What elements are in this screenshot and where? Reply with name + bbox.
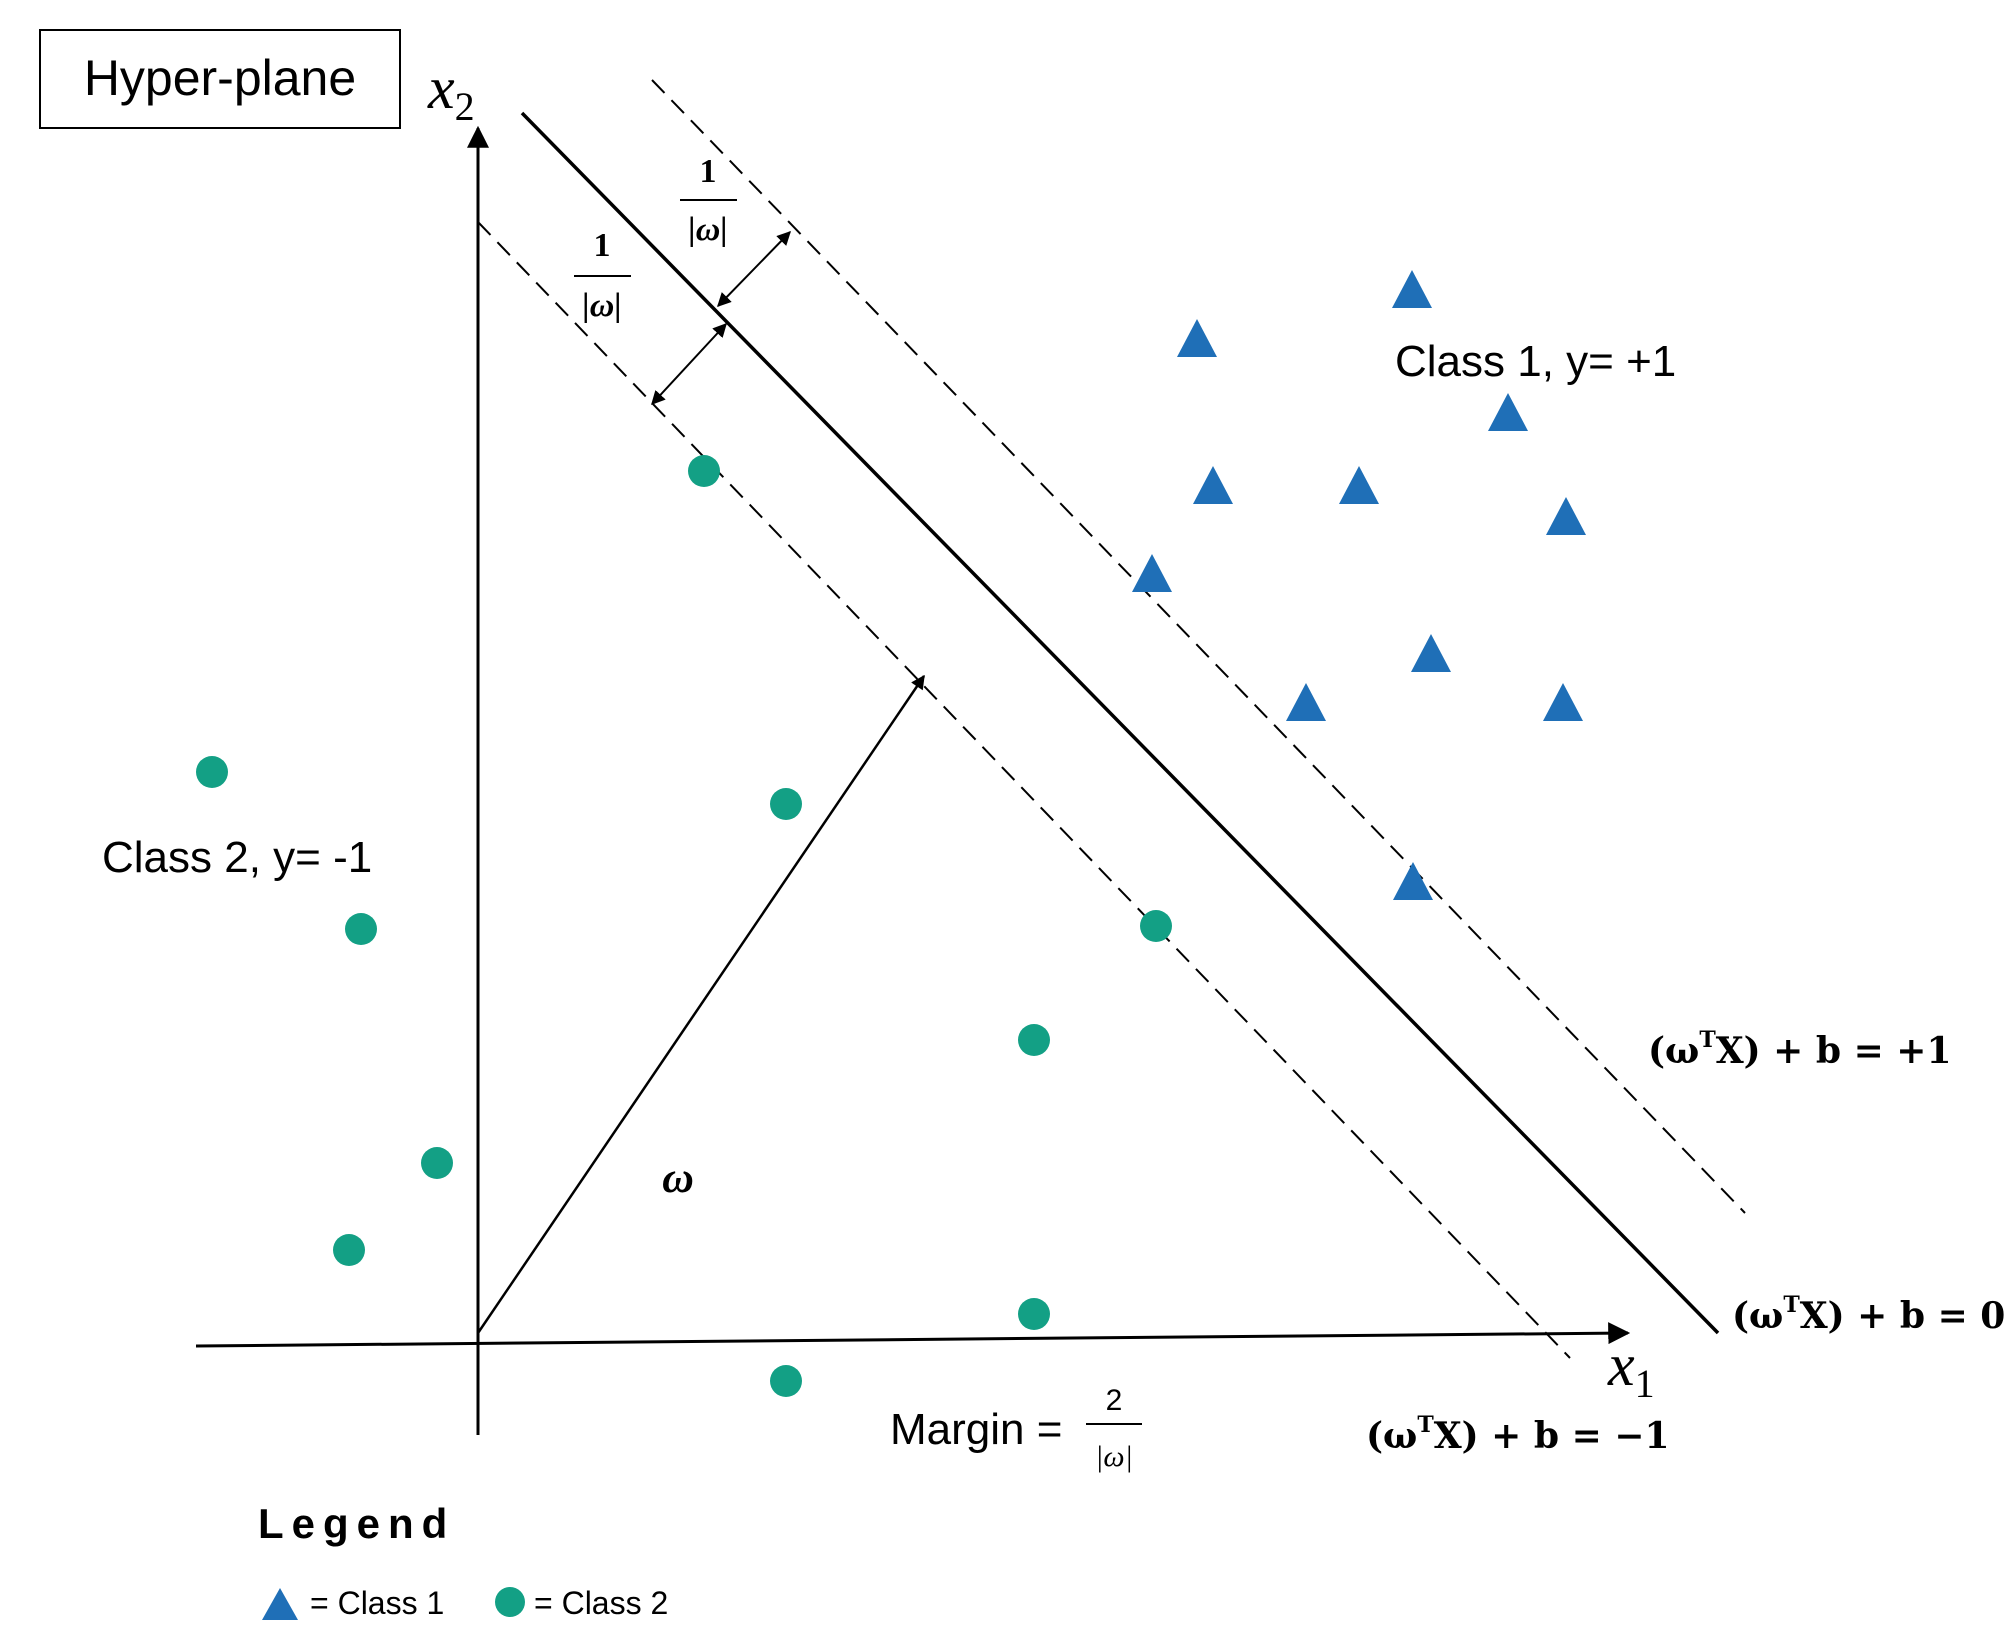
title-box: Hyper-plane	[39, 29, 401, 129]
half-margin-label-lower: 1 |ω|	[574, 227, 631, 324]
weight-vector: ω	[476, 674, 926, 1334]
class2-label: Class 2, y= -1	[102, 833, 372, 882]
equation-lower-margin: (ωTX) + b = −1	[1366, 1412, 1670, 1457]
legend: Legend = Class 1 = Class 2	[258, 1500, 668, 1621]
lower-margin-line	[477, 221, 1571, 1359]
legend-class1-marker	[262, 1588, 298, 1620]
weight-vector-label: ω	[662, 1153, 694, 1202]
class1-point	[1546, 497, 1586, 535]
half-margin-numerator: 1	[700, 153, 717, 190]
class1-label: Class 1, y= +1	[1395, 337, 1676, 386]
lower-margin-arrow	[651, 322, 727, 406]
class1-point	[1488, 393, 1528, 431]
legend-class1-label: = Class 1	[310, 1585, 444, 1621]
half-margin-denominator: |ω|	[688, 211, 728, 248]
class2-points	[196, 455, 1172, 1397]
class2-point	[333, 1234, 365, 1266]
legend-title: Legend	[258, 1500, 455, 1547]
axes: x2 x1	[195, 55, 1655, 1435]
x-axis-label: x1	[1607, 1332, 1655, 1406]
equation-hyperplane: (ωTX) + b = 0	[1732, 1292, 2005, 1337]
half-margin-numerator: 1	[594, 227, 611, 264]
class2-point	[688, 455, 720, 487]
half-margin-denominator: |ω|	[582, 287, 622, 324]
class2-point	[770, 1365, 802, 1397]
upper-margin-arrow	[717, 230, 791, 308]
class1-point	[1393, 862, 1433, 900]
class1-point	[1543, 683, 1583, 721]
class1-point	[1339, 466, 1379, 504]
margin-denominator: |ω|	[1095, 1440, 1133, 1473]
class1-point	[1392, 270, 1432, 308]
class1-point	[1286, 683, 1326, 721]
margin-formula: Margin = 2 |ω|	[890, 1384, 1142, 1473]
class1-point	[1411, 634, 1451, 672]
upper-margin-line	[651, 79, 1746, 1214]
diagram-title: Hyper-plane	[84, 50, 356, 106]
class2-point	[345, 913, 377, 945]
legend-class2-marker	[495, 1587, 525, 1617]
class2-point	[421, 1147, 453, 1179]
class2-point	[770, 788, 802, 820]
class2-point	[1140, 910, 1172, 942]
class2-point	[1018, 1298, 1050, 1330]
class1-point	[1177, 319, 1217, 357]
x-axis	[195, 1322, 1631, 1348]
equation-upper-margin: (ωTX) + b = +1	[1648, 1027, 1952, 1072]
class1-point	[1132, 554, 1172, 592]
legend-class2-label: = Class 2	[534, 1585, 668, 1621]
hyperplane-line	[520, 111, 1720, 1335]
class2-point	[196, 756, 228, 788]
weight-vector-arrow	[476, 674, 926, 1334]
margin-arrows	[651, 230, 791, 406]
margin-prefix: Margin =	[890, 1405, 1062, 1454]
class1-point	[1193, 466, 1233, 504]
class2-point	[1018, 1024, 1050, 1056]
half-margin-label-upper: 1 |ω|	[680, 153, 737, 248]
margin-numerator: 2	[1106, 1384, 1123, 1417]
class1-points	[1132, 270, 1586, 900]
y-axis-label: x2	[427, 55, 475, 129]
decision-lines	[477, 79, 1746, 1359]
